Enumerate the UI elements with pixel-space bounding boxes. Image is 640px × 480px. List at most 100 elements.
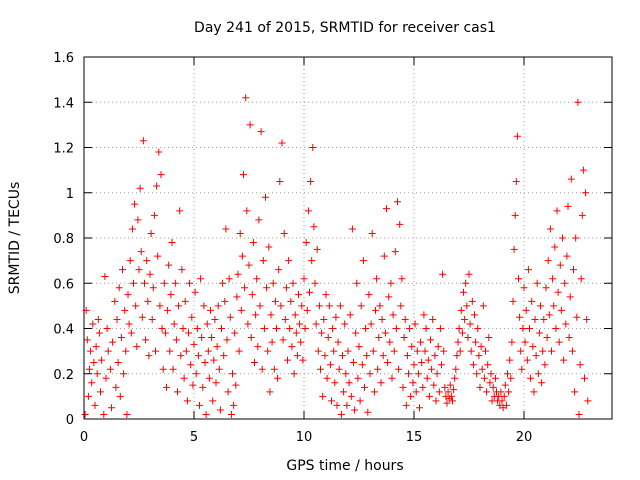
data-point (482, 347, 489, 355)
data-point (358, 361, 366, 369)
data-point (280, 229, 288, 237)
data-point (519, 325, 527, 332)
data-point (577, 275, 585, 283)
data-point (535, 329, 543, 337)
data-point (555, 338, 563, 346)
data-point (407, 392, 415, 400)
data-point (367, 320, 375, 328)
data-point (123, 410, 131, 418)
data-point (174, 388, 181, 396)
data-point (505, 388, 513, 396)
data-point (122, 347, 130, 355)
data-point (179, 325, 187, 332)
data-point (453, 352, 461, 360)
data-point (154, 252, 162, 260)
data-point (497, 388, 505, 396)
data-point (340, 388, 348, 396)
data-point (182, 347, 190, 355)
data-point (513, 132, 521, 140)
data-point (176, 207, 184, 215)
data-point (396, 220, 404, 228)
y-tick-label: 0.8 (53, 232, 74, 247)
data-point (317, 365, 324, 373)
data-point (89, 320, 97, 328)
data-point (416, 404, 423, 412)
data-point (295, 291, 302, 299)
data-point (93, 370, 101, 378)
data-point (320, 315, 328, 323)
data-point (361, 383, 368, 391)
data-point (329, 325, 337, 332)
data-point (156, 302, 164, 310)
data-point (365, 291, 373, 299)
data-point (210, 356, 218, 364)
data-point (369, 347, 377, 355)
data-point (298, 302, 306, 310)
data-point (138, 313, 146, 321)
data-point (172, 336, 180, 344)
data-point (241, 284, 249, 292)
data-point (205, 374, 213, 382)
data-point (234, 270, 242, 278)
data-point (220, 352, 228, 360)
data-point (288, 343, 296, 351)
data-point (331, 379, 339, 387)
data-point (155, 148, 163, 156)
data-point (311, 279, 319, 287)
data-point (483, 388, 491, 396)
data-point (498, 397, 506, 405)
data-point (578, 211, 586, 219)
data-point (262, 193, 269, 201)
data-point (133, 343, 141, 351)
y-tick-label: 1.4 (53, 96, 74, 111)
data-point (574, 98, 582, 106)
axis-ticks: 0 0.2 0.4 0.6 0.8 1 1.2 1.4 1.6 0 5 10 15 20 (53, 51, 612, 445)
data-point (523, 356, 531, 364)
data-point (527, 374, 535, 382)
data-point (462, 279, 470, 287)
data-point (186, 279, 194, 287)
data-point (126, 257, 134, 265)
data-point (221, 297, 229, 305)
data-point (348, 225, 356, 233)
data-point (254, 343, 262, 351)
data-point (193, 325, 201, 332)
data-point (146, 270, 154, 278)
data-point (94, 315, 102, 323)
data-point (223, 336, 231, 344)
data-point (284, 356, 291, 364)
data-point (149, 284, 157, 292)
data-point (342, 370, 350, 378)
data-point (467, 347, 475, 355)
data-point (491, 374, 499, 382)
data-point (231, 329, 239, 337)
data-point (345, 379, 353, 387)
data-point (246, 121, 254, 129)
data-point (355, 343, 363, 351)
data-point (521, 338, 529, 346)
data-point (549, 275, 557, 283)
data-point (397, 302, 405, 310)
data-point (436, 325, 444, 332)
data-point (421, 347, 429, 355)
data-point (192, 370, 200, 378)
data-point (92, 343, 100, 351)
data-point (135, 266, 143, 274)
data-point (343, 401, 351, 409)
data-point (211, 315, 219, 323)
data-point (209, 397, 217, 405)
data-point (510, 245, 518, 253)
data-point (238, 252, 246, 260)
data-point (411, 320, 419, 328)
data-point (237, 306, 245, 314)
data-point (249, 239, 257, 247)
data-point (260, 325, 268, 332)
data-point (299, 356, 307, 364)
data-point (398, 275, 406, 283)
data-point (309, 144, 317, 151)
data-point (290, 370, 298, 378)
data-point (480, 374, 488, 382)
data-point (183, 397, 191, 405)
data-point (391, 248, 399, 256)
data-point (418, 358, 426, 366)
